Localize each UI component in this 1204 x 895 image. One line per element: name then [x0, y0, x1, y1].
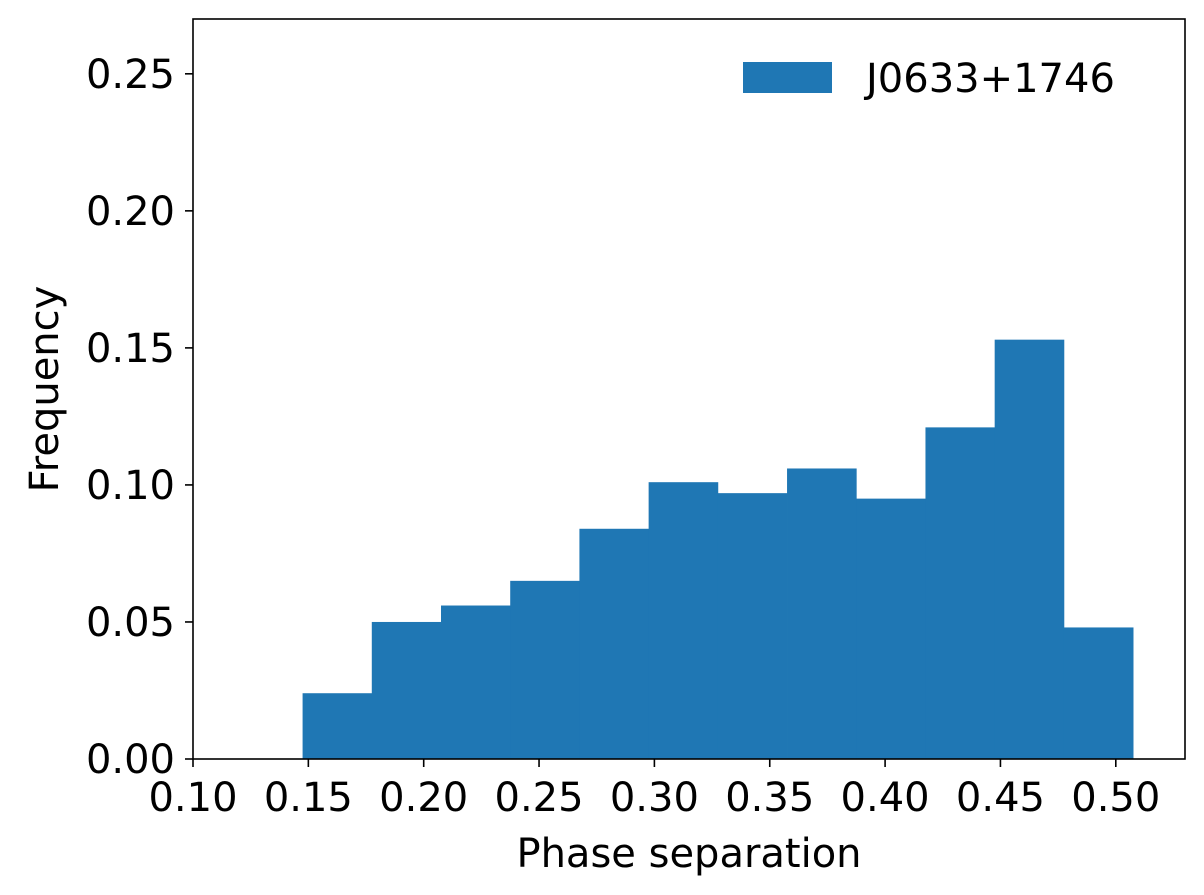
histogram-bar [787, 468, 857, 759]
x-tick-label: 0.30 [610, 775, 699, 821]
y-tick-label: 0.00 [86, 737, 175, 783]
y-tick-label: 0.10 [86, 463, 175, 509]
histogram-bar [371, 621, 442, 759]
legend: J0633+1746 [743, 56, 1115, 102]
x-axis-label: Phase separation [516, 831, 861, 877]
x-tick-label: 0.40 [841, 775, 930, 821]
histogram-bar [648, 482, 719, 759]
x-tick-label: 0.35 [725, 775, 814, 821]
x-tick-label: 0.15 [264, 775, 353, 821]
x-axis-ticks: 0.10 0.15 0.20 0.25 0.30 0.35 0.40 0.45 0.50 [148, 759, 1160, 821]
x-tick-label: 0.45 [956, 775, 1045, 821]
histogram-bar [302, 693, 373, 759]
x-tick-label: 0.20 [379, 775, 468, 821]
y-tick-label: 0.25 [86, 52, 175, 98]
y-tick-label: 0.05 [86, 600, 175, 646]
histogram-bar [856, 498, 926, 759]
plot-frame [192, 18, 1186, 760]
histogram-bar [579, 528, 650, 759]
histogram-bar [510, 580, 580, 759]
histogram-bar [1063, 627, 1134, 759]
histogram-bar [441, 605, 511, 759]
x-tick-label: 0.10 [148, 775, 237, 821]
legend-label: J0633+1746 [863, 56, 1115, 102]
y-axis-label: Frequency [22, 286, 68, 493]
x-tick-label: 0.50 [1071, 775, 1160, 821]
y-axis-ticks: 0.00 0.05 0.10 0.15 0.20 0.25 [86, 52, 193, 783]
y-tick-label: 0.15 [86, 326, 175, 372]
legend-swatch [743, 62, 832, 93]
histogram-bar [994, 339, 1065, 759]
x-tick-label: 0.25 [495, 775, 584, 821]
histogram-bar [925, 427, 996, 759]
bars-group [302, 339, 1134, 759]
y-tick-label: 0.20 [86, 189, 175, 235]
histogram-bar [717, 493, 788, 759]
